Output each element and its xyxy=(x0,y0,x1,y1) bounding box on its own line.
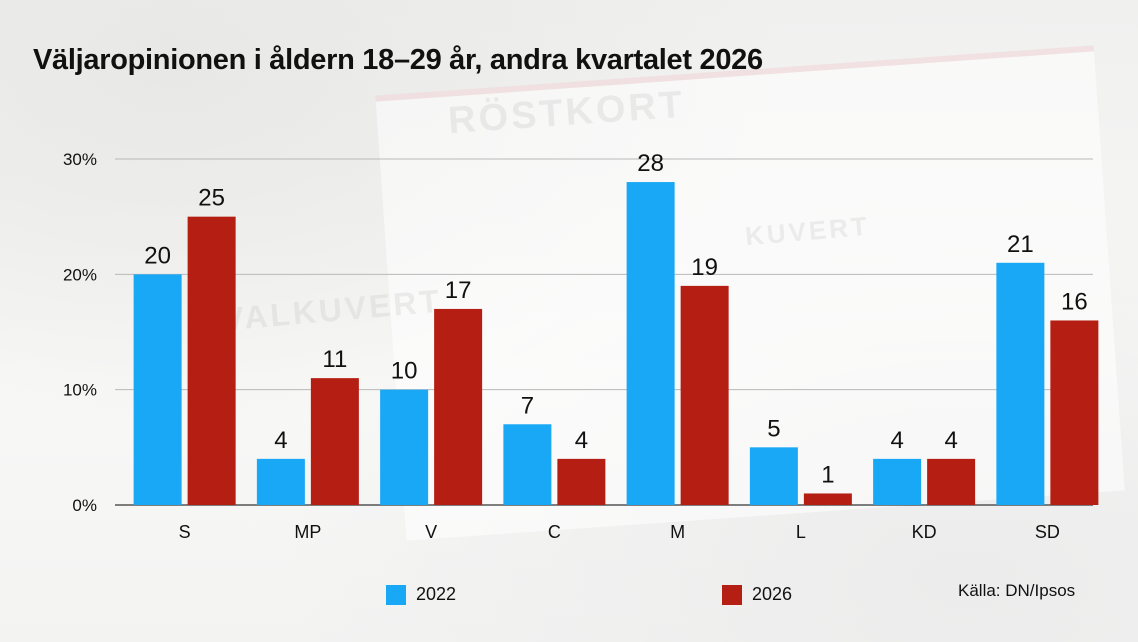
source-label: Källa: DN/Ipsos xyxy=(958,581,1076,600)
x-tick-label-sd: SD xyxy=(1035,522,1060,542)
y-tick-label-10: 10% xyxy=(63,381,97,400)
data-label-v-2022: 10 xyxy=(391,358,418,385)
y-tick-label-0: 0% xyxy=(72,496,97,515)
bar-m-2022 xyxy=(626,182,675,506)
data-label-s-2026: 25 xyxy=(198,185,225,212)
data-label-sd-2026: 16 xyxy=(1061,288,1088,315)
data-label-kd-2022: 4 xyxy=(890,427,903,454)
y-tick-label-30: 30% xyxy=(63,150,97,169)
chart-title: Väljaropinionen i åldern 18–29 år, andra… xyxy=(33,44,763,76)
bar-mp-2026 xyxy=(310,378,359,505)
legend-swatch-2026 xyxy=(722,584,742,605)
bar-l-2026 xyxy=(803,493,852,505)
legend-swatch-2022 xyxy=(386,584,406,605)
legend-label-2026: 2026 xyxy=(752,584,793,604)
data-label-c-2022: 7 xyxy=(521,392,534,419)
x-tick-label-v: V xyxy=(425,522,437,542)
bar-sd-2022 xyxy=(996,262,1045,505)
y-tick-label-20: 20% xyxy=(63,265,97,284)
x-tick-label-kd: KD xyxy=(912,522,937,542)
bar-l-2022 xyxy=(749,447,798,505)
bar-kd-2026 xyxy=(927,458,976,505)
bar-s-2022 xyxy=(133,274,182,505)
legend-item-2022: 2022 xyxy=(386,584,456,605)
bar-c-2026 xyxy=(557,458,606,505)
bar-v-2022 xyxy=(380,389,429,505)
data-label-sd-2022: 21 xyxy=(1007,231,1034,258)
legend-label-2022: 2022 xyxy=(416,584,457,604)
legend-item-2026: 2026 xyxy=(722,584,792,605)
bar-mp-2022 xyxy=(256,458,305,505)
x-tick-label-s: S xyxy=(179,522,191,542)
x-tick-label-mp: MP xyxy=(294,522,321,542)
bar-v-2026 xyxy=(434,308,483,505)
data-label-m-2026: 19 xyxy=(691,254,718,281)
x-tick-label-c: C xyxy=(548,522,561,542)
data-label-kd-2026: 4 xyxy=(944,427,957,454)
bar-sd-2026 xyxy=(1050,320,1099,505)
data-label-s-2022: 20 xyxy=(144,242,171,269)
data-label-l-2022: 5 xyxy=(767,415,780,442)
data-label-v-2026: 17 xyxy=(445,277,472,304)
bar-kd-2022 xyxy=(873,458,922,505)
data-label-c-2026: 4 xyxy=(575,427,588,454)
bar-m-2026 xyxy=(680,285,729,505)
bar-c-2022 xyxy=(503,424,552,505)
bar-s-2026 xyxy=(187,216,236,505)
data-label-mp-2022: 4 xyxy=(274,427,287,454)
data-label-m-2022: 28 xyxy=(637,150,664,177)
x-tick-label-l: L xyxy=(796,522,806,542)
data-label-l-2026: 1 xyxy=(821,461,834,488)
data-label-mp-2026: 11 xyxy=(322,346,347,373)
x-tick-label-m: M xyxy=(670,522,685,542)
